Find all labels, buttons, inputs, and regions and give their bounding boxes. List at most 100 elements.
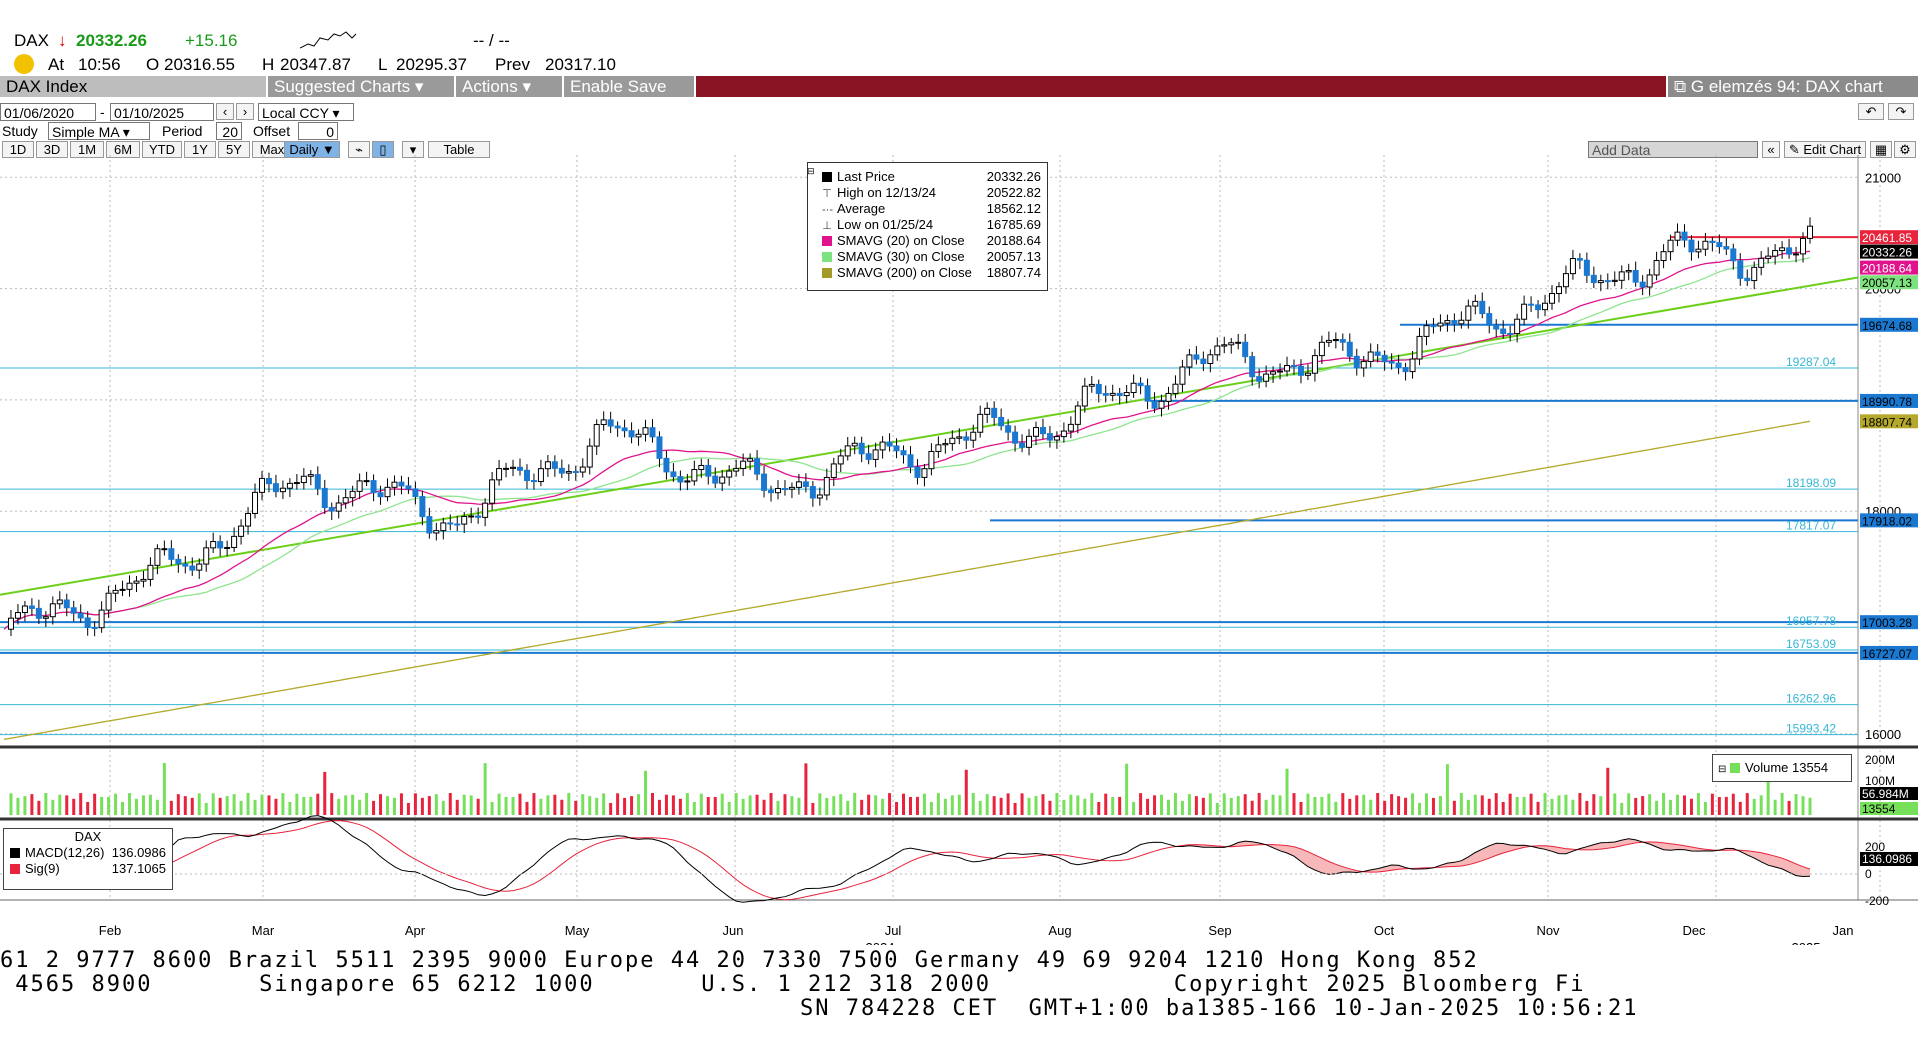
range-button-ytd[interactable]: YTD (142, 141, 182, 158)
volume-bar (1278, 795, 1282, 815)
volume-bar (406, 802, 410, 815)
candle-body (788, 486, 795, 490)
candle-body (593, 424, 600, 447)
edit-chart-button[interactable]: ✎ Edit Chart (1784, 141, 1866, 158)
fib-label: 17817.07 (1786, 519, 1836, 533)
range-button-5y[interactable]: 5Y (218, 141, 250, 158)
next-period-button[interactable]: › (236, 103, 254, 120)
range-button-max[interactable]: Max (252, 141, 292, 158)
volume-bar (218, 797, 222, 815)
volume-bar (943, 798, 947, 815)
candle-body (1458, 319, 1465, 325)
frequency-select[interactable]: Daily ▼ (284, 141, 340, 158)
candle-style-button[interactable]: ▯ (372, 141, 394, 158)
candle-body (503, 467, 510, 470)
candle-body (523, 469, 530, 482)
price-tag: 18990.78 (1862, 395, 1912, 409)
candle-body (872, 449, 879, 460)
volume-bar (1424, 793, 1428, 815)
x-tick-label: Oct (1374, 923, 1395, 938)
legend-value: 20522.82 (986, 185, 1041, 200)
legend-value: 16785.69 (986, 217, 1041, 232)
volume-bar (511, 796, 515, 815)
x-tick-label: Sep (1208, 923, 1231, 938)
suggested-charts-menu[interactable]: Suggested Charts ▾ (268, 76, 454, 97)
undo-icon[interactable]: ↶ (1858, 103, 1884, 120)
ticker-line-1: 61 2 9777 8600 Brazil 5511 2395 9000 Eur… (0, 948, 1479, 973)
study-select[interactable]: Simple MA ▾ (48, 122, 150, 140)
x-tick-label: Feb (99, 923, 121, 938)
collapse-icon[interactable]: ⊟ (1718, 764, 1727, 775)
macd-tag-bg (1860, 852, 1918, 866)
volume-bar (915, 796, 919, 815)
price-chart[interactable]: 2100020000190001800016000FebMarAprMayJun… (0, 155, 1918, 945)
range-button-1m[interactable]: 1M (70, 141, 104, 158)
volume-bar (1383, 800, 1387, 815)
actions-label: Actions (462, 77, 518, 96)
period-input[interactable]: 20 (216, 122, 242, 140)
collapse-icon[interactable]: « (1762, 141, 1780, 158)
range-button-1y[interactable]: 1Y (184, 141, 216, 158)
candle-body (558, 467, 565, 474)
candle-body (119, 588, 126, 591)
add-data-input[interactable]: Add Data (1588, 141, 1758, 158)
actions-menu[interactable]: Actions ▾ (456, 76, 562, 97)
volume-bar (1166, 799, 1170, 815)
candle-body (259, 477, 265, 493)
sig-swatch (10, 864, 20, 874)
candle-body (977, 413, 984, 433)
low-value: 20295.37 (396, 55, 467, 74)
candle-body (112, 589, 119, 594)
candle-body (342, 497, 349, 504)
date-from-field[interactable]: 01/06/2020 (0, 103, 96, 121)
style-dropdown[interactable]: ▾ (402, 141, 424, 158)
candle-body (963, 436, 970, 441)
candle-body (1639, 281, 1646, 288)
candle-body (1165, 392, 1172, 402)
offset-input[interactable]: 0 (298, 122, 338, 140)
volume-legend: ⊟ Volume 13554 (1712, 754, 1852, 782)
macd-tick: 0 (1865, 867, 1872, 881)
chart-settings-icon[interactable]: ▦ (1870, 141, 1892, 158)
down-arrow-icon: ↓ (58, 31, 67, 50)
volume-bar (1215, 802, 1219, 815)
table-button[interactable]: Table (428, 141, 490, 158)
candle-body (154, 548, 161, 566)
candle-body (461, 516, 468, 525)
candle-body (705, 464, 712, 477)
candle-body (628, 430, 635, 438)
external-link-icon[interactable]: ⧉ (1674, 77, 1687, 96)
currency-select[interactable]: Local CCY ▾ (258, 103, 354, 121)
collapse-icon[interactable]: ⊟ (807, 166, 815, 176)
candle-body (837, 455, 844, 465)
volume-bar (1627, 793, 1631, 815)
candle-body (1625, 270, 1632, 273)
candle-body (1005, 425, 1012, 433)
volume-bar (546, 795, 550, 815)
redo-icon[interactable]: ↷ (1888, 103, 1914, 120)
volume-bar (630, 796, 634, 815)
volume-bar (1173, 793, 1177, 815)
open-value: 20316.55 (164, 55, 235, 74)
gear-icon[interactable]: ⚙ (1894, 141, 1916, 158)
range-button-1d[interactable]: 1D (2, 141, 34, 158)
candle-body (740, 460, 747, 469)
candle-body (900, 450, 907, 456)
candle-body (1737, 260, 1744, 279)
candle-body (1249, 356, 1256, 378)
volume-bar (1613, 793, 1617, 815)
security-field[interactable]: DAX Index (0, 76, 266, 97)
range-button-6m[interactable]: 6M (106, 141, 140, 158)
date-to-field[interactable]: 01/10/2025 (110, 103, 214, 121)
range-button-3d[interactable]: 3D (36, 141, 68, 158)
sma200-line (3, 420, 1811, 741)
prev-period-button[interactable]: ‹ (216, 103, 234, 120)
candle-body (307, 474, 314, 477)
enable-save-button[interactable]: Enable Save (564, 76, 694, 97)
line-style-button[interactable]: ⌁ (348, 141, 370, 158)
volume-bar (351, 794, 355, 815)
volume-bar (1501, 801, 1505, 815)
high-label: H (262, 55, 275, 74)
legend-value: 20188.64 (986, 233, 1041, 248)
volume-tick: 200M (1865, 753, 1895, 767)
